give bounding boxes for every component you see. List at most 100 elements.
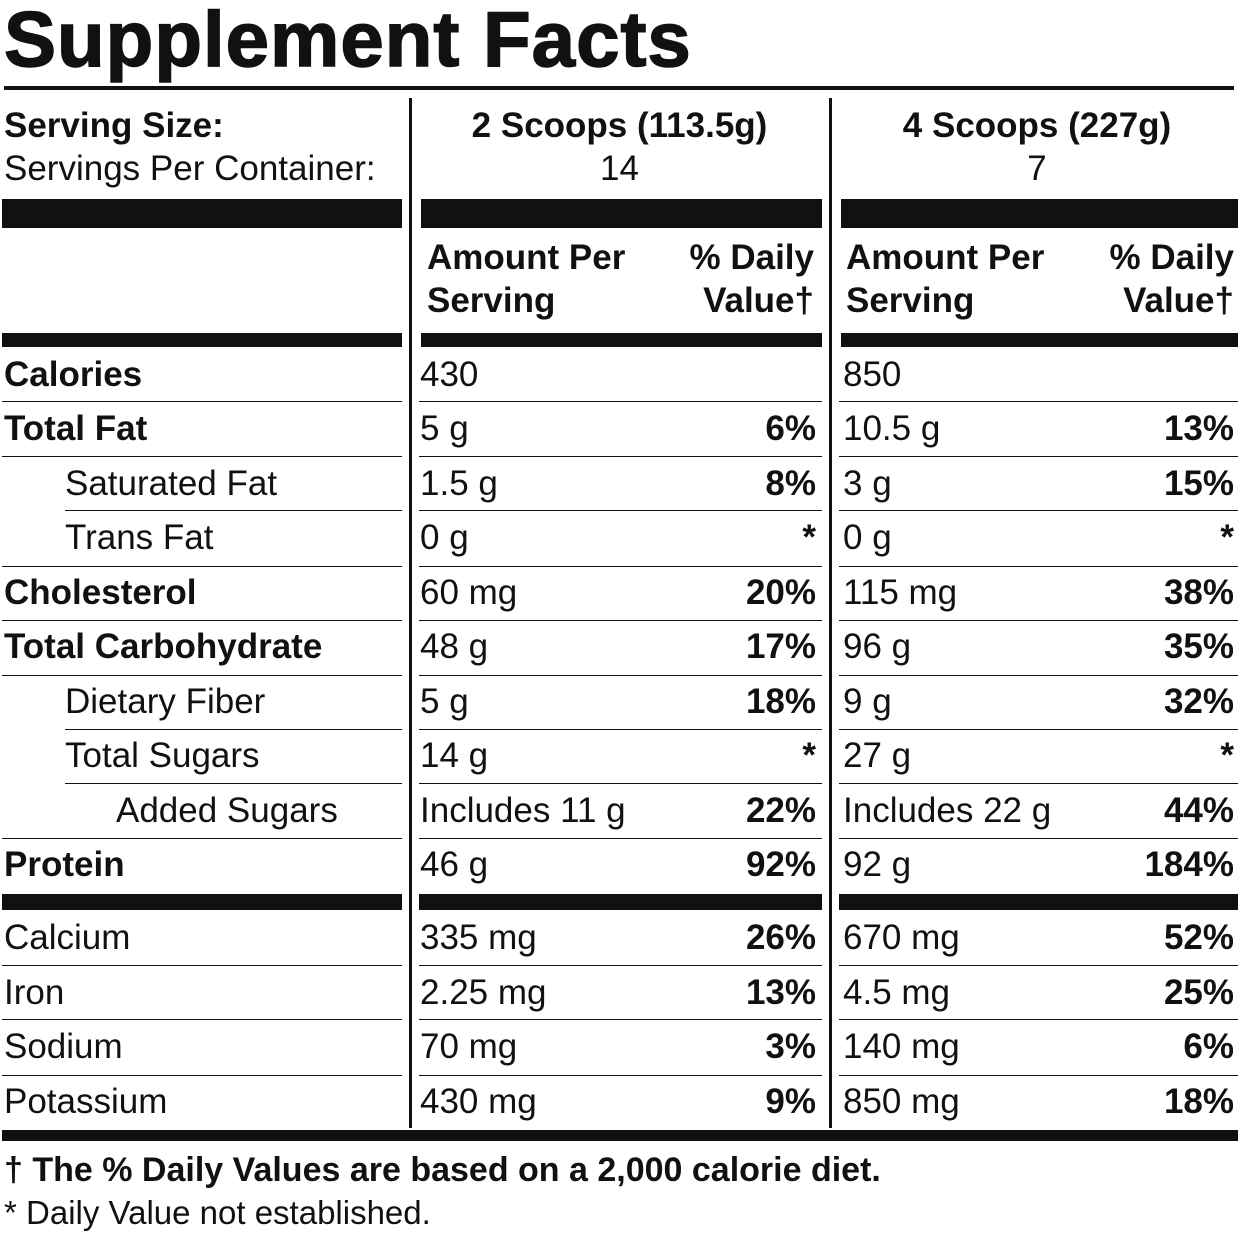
row-rule: [839, 401, 1238, 402]
nutrient-dv-col1: 20%: [745, 573, 816, 612]
nutrient-dv-col1: *: [802, 736, 816, 775]
row-rule: [2, 838, 402, 839]
subheader-bar-col1: [421, 333, 822, 347]
header-bar-col1: [421, 199, 822, 228]
nutrient-dv-col1: 3%: [765, 1027, 816, 1066]
nutrient-dv-col2: 44%: [1163, 791, 1234, 830]
servings-col2: 7: [1027, 149, 1047, 188]
nutrient-dv-col1: 9%: [765, 1082, 816, 1121]
amount-header-col2-line2: Serving: [846, 281, 975, 320]
row-rule: [839, 838, 1238, 839]
nutrient-amount-col2: Includes 22 g: [843, 791, 1052, 830]
nutrient-dv-col1: 6%: [765, 409, 816, 448]
nutrient-amount-col2: 4.5 mg: [843, 973, 950, 1012]
servings-per-container-label: Servings Per Container:: [4, 149, 376, 188]
nutrient-amount-col2: 0 g: [843, 518, 892, 557]
row-rule: [419, 838, 822, 839]
nutrient-dv-col2: 18%: [1163, 1082, 1234, 1121]
nutrient-amount-col1: 60 mg: [420, 573, 518, 612]
nutrient-dv-col2: *: [1220, 736, 1234, 775]
row-rule: [2, 675, 402, 676]
nutrient-name: Iron: [4, 973, 65, 1012]
nutrient-dv-col2: *: [1220, 518, 1234, 557]
subheader-bar-col2: [841, 333, 1238, 347]
dv-header-col1-line2: Value†: [703, 281, 814, 320]
row-rule: [419, 675, 822, 676]
nutrient-dv-col2: 25%: [1163, 973, 1234, 1012]
row-rule: [2, 1019, 402, 1020]
dv-header-col2-line2: Value†: [1123, 281, 1234, 320]
nutrient-amount-col2: 27 g: [843, 736, 912, 775]
row-rule: [839, 729, 1238, 730]
nutrient-amount-col2: 96 g: [843, 627, 912, 666]
row-rule: [419, 1075, 822, 1076]
row-rule: [419, 566, 822, 567]
nutrient-dv-col2: 184%: [1144, 845, 1234, 884]
nutrient-dv-col1: 18%: [745, 682, 816, 721]
nutrient-dv-col2: 13%: [1163, 409, 1234, 448]
nutrient-name: Protein: [4, 845, 125, 884]
nutrient-dv-col2: 38%: [1163, 573, 1234, 612]
nutrient-amount-col2: 92 g: [843, 845, 912, 884]
nutrient-amount-col1: 5 g: [420, 682, 469, 721]
serving-size-col1: 2 Scoops (113.5g): [471, 106, 768, 145]
nutrient-name: Dietary Fiber: [65, 682, 266, 721]
nutrient-amount-col1: 70 mg: [420, 1027, 518, 1066]
header-bar-col2: [841, 199, 1238, 228]
row-rule: [2, 401, 402, 402]
nutrient-name: Total Fat: [4, 409, 148, 448]
nutrient-amount-col2: 9 g: [843, 682, 892, 721]
nutrient-amount-col1: 335 mg: [420, 918, 537, 957]
row-rule: [419, 620, 822, 621]
nutrient-dv-col1: 22%: [745, 791, 816, 830]
nutrient-amount-col1: 2.25 mg: [420, 973, 547, 1012]
column-divider-1: [409, 98, 412, 1128]
serving-size-col2: 4 Scoops (227g): [902, 106, 1172, 145]
nutrient-name: Calcium: [4, 918, 131, 957]
subheader-bar-name: [2, 333, 402, 347]
row-rule: [839, 965, 1238, 966]
dv-header-col2-line1: % Daily: [1109, 238, 1235, 277]
nutrient-name: Cholesterol: [4, 573, 197, 612]
row-rule: [419, 783, 822, 784]
column-divider-2: [829, 98, 832, 1128]
row-rule: [419, 510, 822, 511]
nutrient-dv-col2: 32%: [1163, 682, 1234, 721]
row-rule: [2, 965, 402, 966]
row-rule: [839, 675, 1238, 676]
nutrient-name: Calories: [4, 355, 143, 394]
nutrient-dv-col2: 6%: [1183, 1027, 1234, 1066]
nutrient-amount-col1: 430: [420, 355, 479, 394]
row-rule: [839, 1075, 1238, 1076]
nutrient-name: Potassium: [4, 1082, 168, 1121]
amount-header-col2-line1: Amount Per: [846, 238, 1045, 277]
nutrient-name: Total Sugars: [65, 736, 260, 775]
row-rule: [419, 965, 822, 966]
nutrient-name: Total Carbohydrate: [4, 627, 323, 666]
row-rule: [2, 1075, 402, 1076]
row-rule: [419, 729, 822, 730]
nutrient-dv-col1: 13%: [745, 973, 816, 1012]
nutrient-amount-col2: 10.5 g: [843, 409, 941, 448]
row-rule: [839, 456, 1238, 457]
footnote-not-established: * Daily Value not established.: [4, 1194, 431, 1231]
row-rule: [419, 456, 822, 457]
nutrient-dv-col2: 35%: [1163, 627, 1234, 666]
footnote-daily-values: † The % Daily Values are based on a 2,00…: [4, 1151, 881, 1189]
nutrient-amount-col2: 115 mg: [843, 573, 958, 612]
row-rule: [419, 401, 822, 402]
row-rule: [839, 1019, 1238, 1020]
nutrient-amount-col1: 0 g: [420, 518, 469, 557]
nutrient-dv-col2: 15%: [1163, 464, 1234, 503]
minerals-bar-name: [2, 894, 402, 910]
row-rule: [2, 456, 402, 457]
nutrient-amount-col2: 3 g: [843, 464, 892, 503]
dv-header-col1-line1: % Daily: [689, 238, 815, 277]
nutrient-amount-col1: 46 g: [420, 845, 489, 884]
row-rule: [839, 566, 1238, 567]
nutrient-amount-col1: 5 g: [420, 409, 469, 448]
nutrient-amount-col1: Includes 11 g: [420, 791, 626, 830]
nutrient-amount-col2: 850: [843, 355, 902, 394]
row-rule: [839, 510, 1238, 511]
nutrient-amount-col1: 48 g: [420, 627, 489, 666]
